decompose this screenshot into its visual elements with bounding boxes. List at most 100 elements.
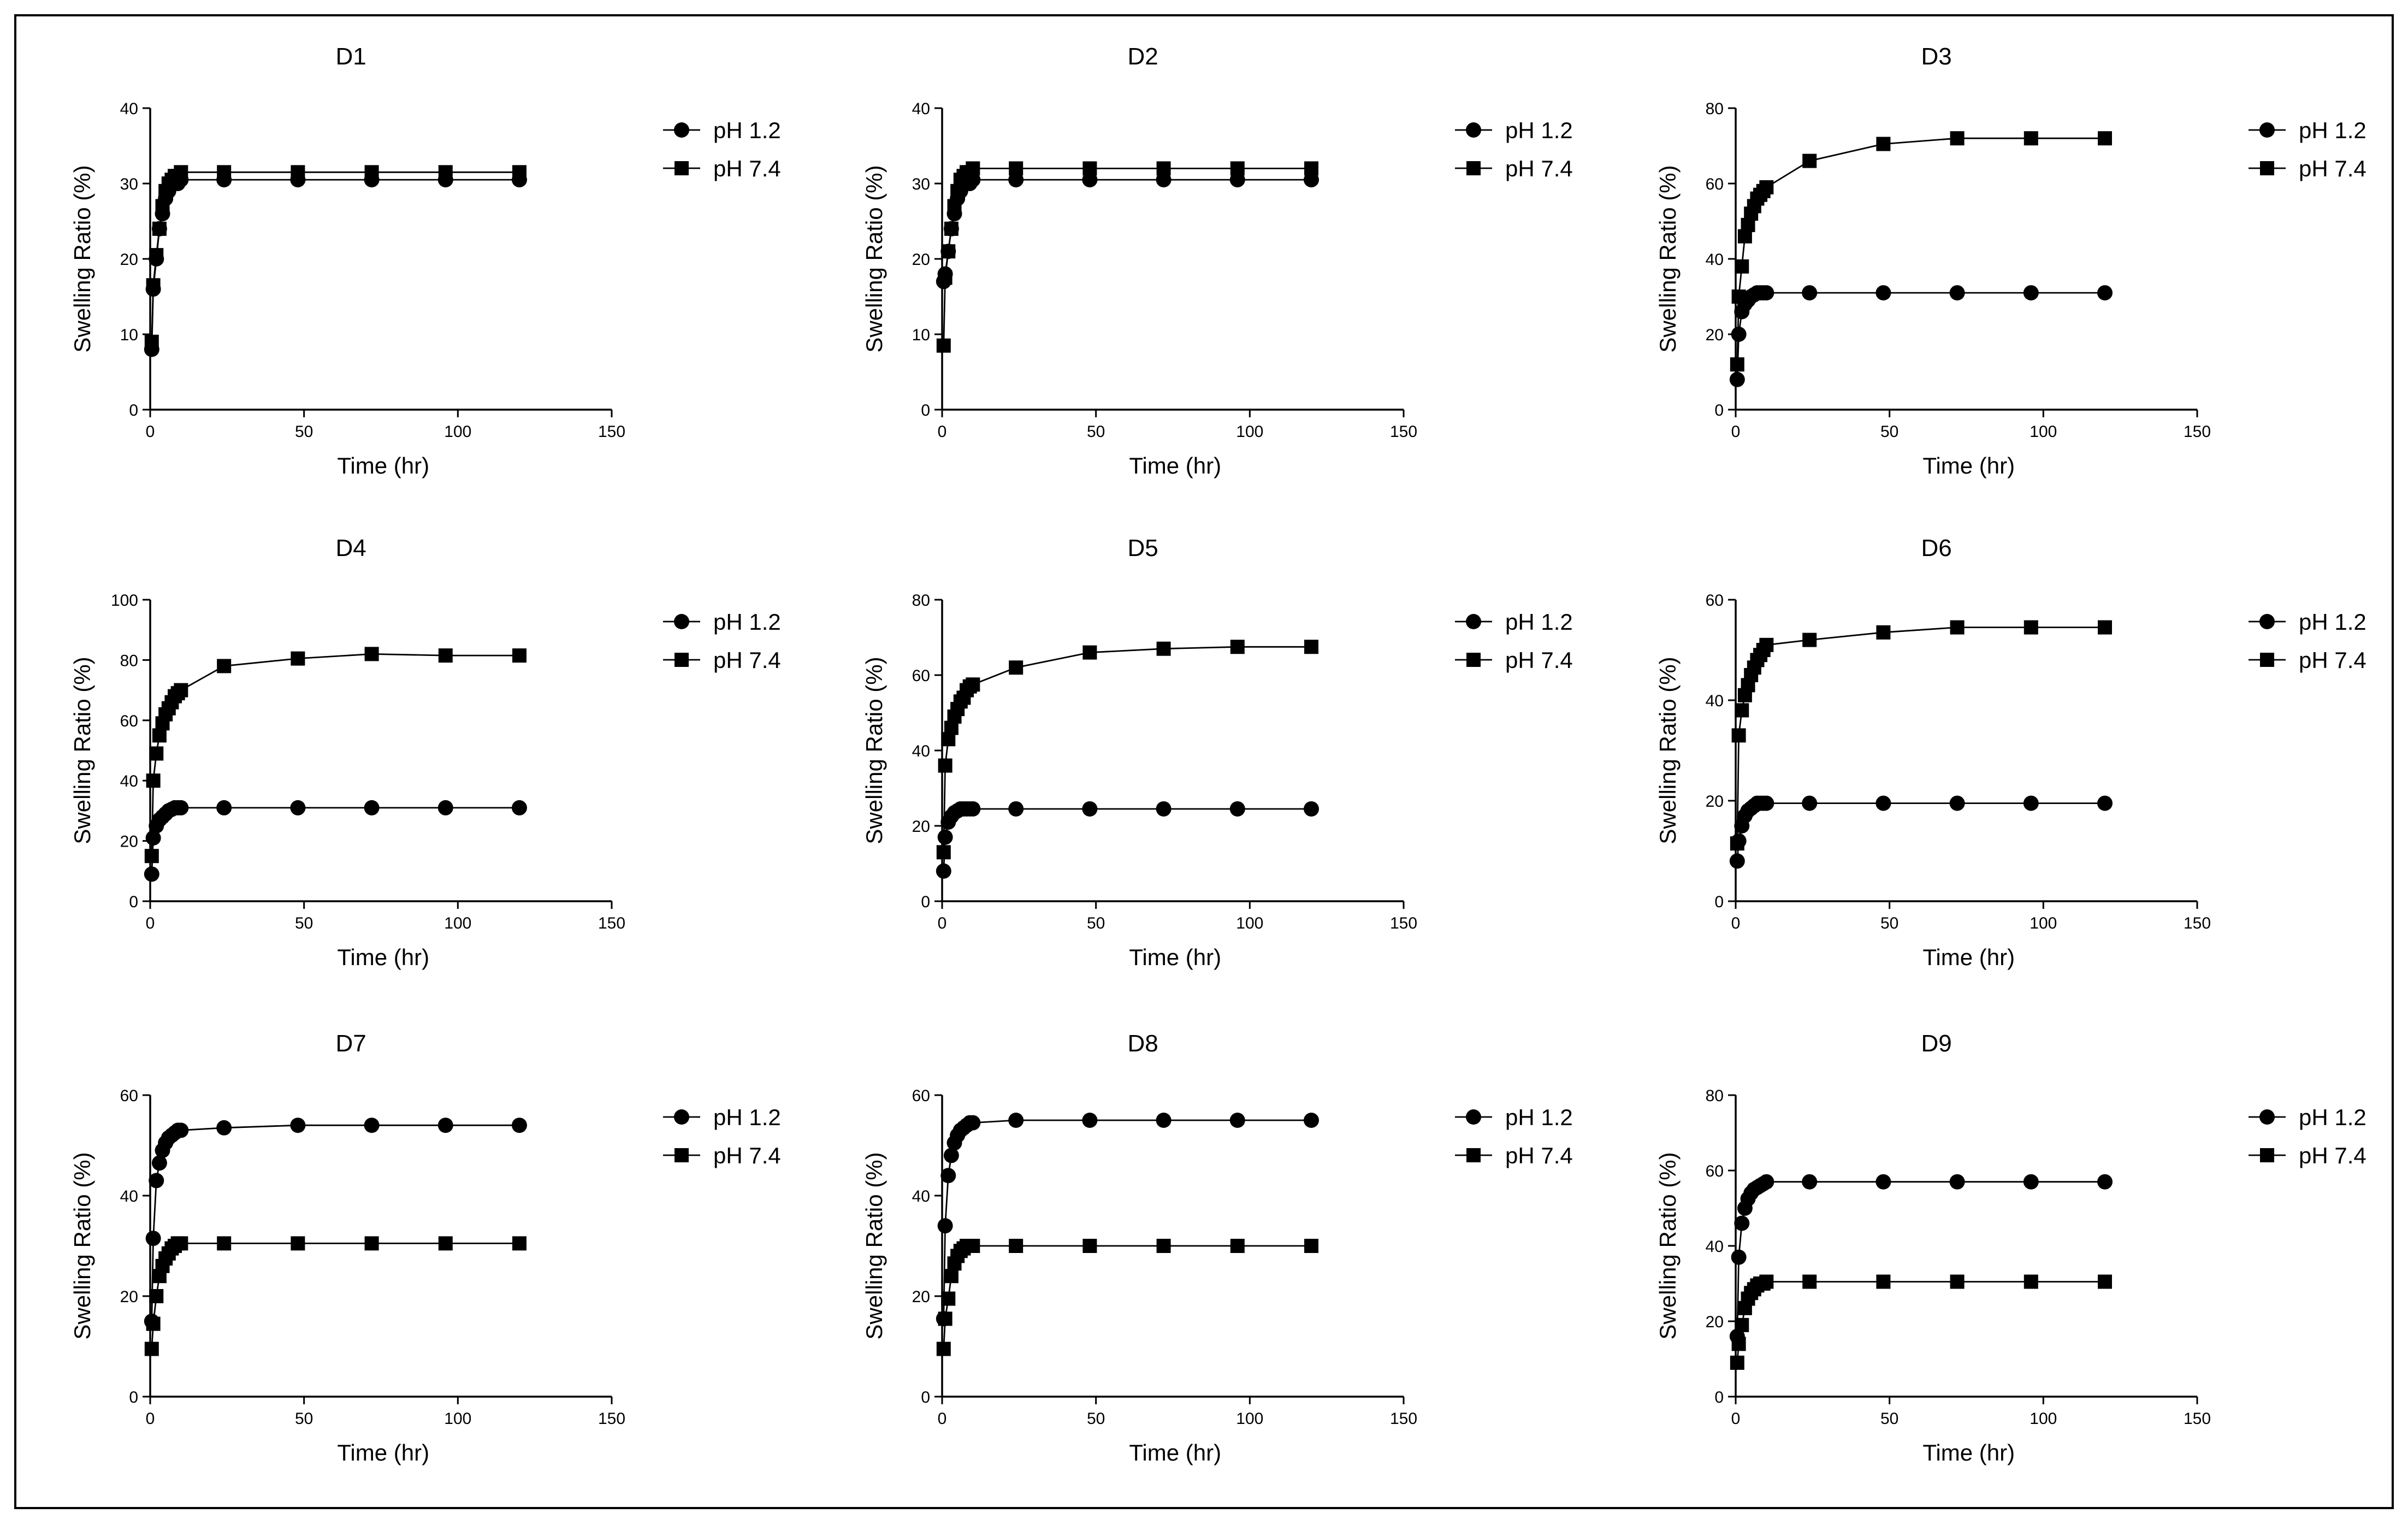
square-marker-icon bbox=[2260, 1148, 2274, 1162]
square-marker-icon bbox=[1466, 1148, 1481, 1162]
data-point bbox=[1082, 1239, 1097, 1253]
legend-label: pH 7.4 bbox=[2299, 647, 2366, 673]
chart-title: D9 bbox=[1921, 1030, 1951, 1057]
data-point bbox=[1230, 1239, 1245, 1253]
data-point bbox=[1876, 625, 1891, 640]
square-marker-icon bbox=[2260, 653, 2274, 667]
legend-label: pH 7.4 bbox=[2299, 156, 2366, 181]
x-tick-label: 100 bbox=[444, 423, 471, 441]
x-tick-label: 100 bbox=[1236, 423, 1263, 441]
data-point bbox=[2098, 620, 2112, 635]
y-tick-label: 40 bbox=[1706, 692, 1724, 710]
y-tick-label: 60 bbox=[1706, 1162, 1724, 1180]
y-tick-label: 0 bbox=[1714, 893, 1724, 911]
y-axis-label: Swelling Ratio (%) bbox=[1655, 1152, 1681, 1339]
data-point bbox=[966, 1239, 980, 1253]
data-point bbox=[1229, 172, 1245, 188]
data-point bbox=[1950, 620, 1965, 635]
legend-label: pH 1.2 bbox=[713, 1104, 781, 1130]
data-point bbox=[145, 830, 161, 846]
data-point bbox=[947, 199, 962, 214]
square-marker-icon bbox=[675, 161, 689, 175]
data-point bbox=[1759, 1274, 1774, 1289]
y-tick-label: 10 bbox=[912, 326, 930, 344]
chart-title: D8 bbox=[1127, 1030, 1158, 1057]
data-point bbox=[941, 244, 956, 259]
data-point bbox=[1729, 371, 1745, 387]
x-tick-label: 0 bbox=[938, 1410, 947, 1428]
data-point bbox=[1876, 137, 1891, 151]
y-tick-label: 20 bbox=[1706, 1313, 1724, 1331]
data-point bbox=[146, 773, 161, 788]
data-point bbox=[1731, 1249, 1747, 1265]
data-point bbox=[512, 648, 526, 663]
data-point bbox=[1730, 357, 1744, 372]
y-axis-label: Swelling Ratio (%) bbox=[861, 165, 887, 352]
circle-marker-icon bbox=[674, 614, 689, 629]
data-point bbox=[1734, 1215, 1750, 1231]
y-axis-label: Swelling Ratio (%) bbox=[69, 1152, 95, 1339]
x-tick-label: 100 bbox=[2030, 423, 2057, 441]
y-tick-label: 20 bbox=[1706, 326, 1724, 344]
x-axis-label: Time (hr) bbox=[337, 944, 429, 970]
y-tick-label: 0 bbox=[129, 893, 138, 911]
chart-panel-d1: D1 0 10 20 30 40 0 50 100 150 Time (hr) Swelling Ra… bbox=[69, 43, 781, 478]
data-point bbox=[151, 1155, 167, 1171]
data-point bbox=[1729, 853, 1745, 869]
x-tick-label: 0 bbox=[938, 914, 947, 932]
data-point bbox=[1731, 327, 1747, 342]
data-point bbox=[438, 1236, 453, 1251]
legend-label: pH 7.4 bbox=[713, 647, 781, 673]
data-point bbox=[173, 800, 189, 815]
data-point bbox=[144, 1341, 159, 1356]
data-point bbox=[1875, 285, 1891, 301]
legend-entry: pH 1.2 bbox=[1455, 1104, 1573, 1130]
y-tick-label: 40 bbox=[120, 1187, 138, 1205]
x-tick-label: 100 bbox=[2030, 1410, 2057, 1428]
chart-panel-d5: D5 0 20 40 60 80 0 50 100 150 Time (hr) Swelling Ra… bbox=[861, 535, 1573, 970]
data-point bbox=[217, 659, 232, 673]
data-point bbox=[1730, 836, 1744, 851]
x-axis-label: Time (hr) bbox=[1129, 1440, 1221, 1465]
data-point bbox=[145, 1231, 161, 1246]
y-tick-label: 0 bbox=[1714, 1388, 1724, 1406]
circle-marker-icon bbox=[2259, 614, 2275, 629]
y-tick-label: 40 bbox=[912, 1187, 930, 1205]
data-point bbox=[1156, 1239, 1171, 1253]
legend-entry: pH 7.4 bbox=[1455, 647, 1573, 673]
data-point bbox=[937, 1218, 953, 1234]
x-tick-label: 100 bbox=[1236, 1410, 1263, 1428]
data-point bbox=[1735, 259, 1749, 274]
data-point bbox=[2098, 131, 2112, 146]
y-tick-label: 20 bbox=[912, 1288, 930, 1306]
square-marker-icon bbox=[675, 1148, 689, 1162]
x-tick-label: 0 bbox=[1731, 1410, 1741, 1428]
y-tick-label: 60 bbox=[912, 1087, 930, 1105]
data-point bbox=[941, 1291, 956, 1306]
legend-entry: pH 7.4 bbox=[663, 1143, 781, 1168]
chart-panel-d4: D4 0 20 40 60 80 100 0 50 100 150 Time (hr) Swelling… bbox=[69, 535, 781, 970]
data-point bbox=[2024, 620, 2038, 635]
data-point bbox=[1950, 1274, 1965, 1289]
y-tick-label: 20 bbox=[912, 818, 930, 836]
legend-entry: pH 7.4 bbox=[1455, 156, 1573, 181]
chart-title: D2 bbox=[1127, 43, 1158, 70]
legend-entry: pH 1.2 bbox=[663, 1104, 781, 1130]
data-point bbox=[1009, 660, 1023, 675]
data-point bbox=[1759, 180, 1774, 194]
legend-entry: pH 1.2 bbox=[1455, 609, 1573, 635]
x-tick-label: 0 bbox=[146, 914, 155, 932]
data-point bbox=[1730, 1355, 1744, 1370]
data-point bbox=[1875, 1174, 1891, 1190]
circle-marker-icon bbox=[674, 122, 689, 138]
data-point bbox=[1949, 1174, 1965, 1190]
data-point bbox=[1156, 161, 1171, 176]
data-point bbox=[174, 683, 188, 698]
data-point bbox=[512, 800, 527, 815]
data-point bbox=[1876, 1274, 1891, 1289]
y-tick-label: 0 bbox=[1714, 401, 1724, 419]
data-point bbox=[1802, 153, 1817, 168]
legend-entry: pH 7.4 bbox=[1455, 1143, 1573, 1168]
chart-title: D6 bbox=[1921, 535, 1951, 561]
